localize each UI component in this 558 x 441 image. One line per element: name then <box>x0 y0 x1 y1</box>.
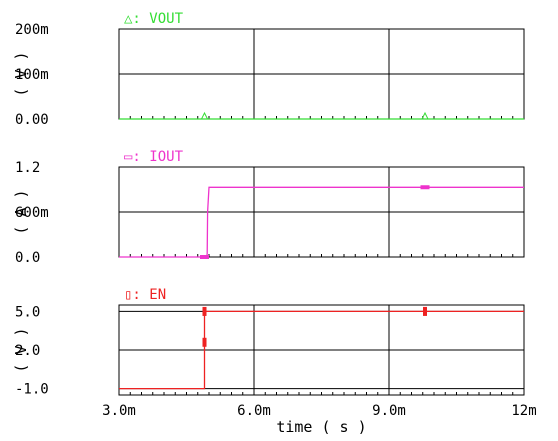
panel-vout-ytick-label: 100m <box>15 67 49 83</box>
panel-iout-ytick-label: 0.0 <box>15 250 40 266</box>
panel-iout-series-line <box>119 186 524 258</box>
panel-iout-ylabel: ( A ) <box>12 189 30 234</box>
x-axis-label: time ( s ) <box>276 418 366 436</box>
panel-en-ytick-label: 2.0 <box>15 343 40 359</box>
panel-iout-marker <box>200 255 209 259</box>
panel-vout-ytick-label: 0.00 <box>15 112 49 128</box>
xtick-label: 3.0m <box>102 403 136 419</box>
panel-iout-ytick-label: 600m <box>15 205 49 221</box>
panel-en-marker <box>423 306 427 316</box>
panel-en-ytick-label: 5.0 <box>15 304 40 320</box>
panel-iout-legend: ▭: IOUT <box>124 149 184 165</box>
panel-iout-marker <box>420 185 430 190</box>
xtick-label: 6.0m <box>237 403 271 419</box>
xtick-label: 12m <box>511 403 536 419</box>
panel-vout-marker <box>200 111 209 120</box>
xtick-label: 9.0m <box>372 403 406 419</box>
panel-vout-legend: △: VOUT <box>124 11 184 27</box>
panel-vout-ylabel: ( V ) <box>12 51 30 96</box>
panel-iout-ytick-label: 1.2 <box>15 160 40 176</box>
panel-vout-marker <box>421 111 429 120</box>
panel-en-series-line <box>119 310 524 390</box>
panel-en-ytick-label: -1.0 <box>15 382 49 398</box>
panel-en-ylabel: ( V ) <box>12 327 30 372</box>
panel-vout-ytick-label: 200m <box>15 22 49 38</box>
panel-en-marker <box>202 306 207 316</box>
panel-en-marker <box>202 337 207 347</box>
panel-en-legend: ▯: EN <box>124 287 166 303</box>
